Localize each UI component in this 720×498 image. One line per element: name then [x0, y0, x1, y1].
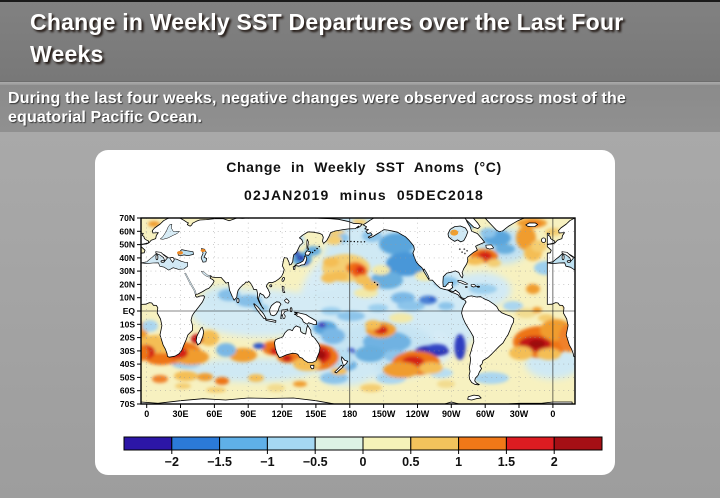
- svg-text:50S: 50S: [120, 372, 135, 382]
- svg-text:60W: 60W: [476, 409, 495, 419]
- svg-text:70N: 70N: [119, 214, 135, 223]
- svg-text:120E: 120E: [272, 409, 293, 419]
- svg-text:150E: 150E: [305, 409, 326, 419]
- svg-text:70S: 70S: [120, 399, 135, 409]
- svg-text:20N: 20N: [119, 279, 135, 289]
- svg-text:60N: 60N: [119, 226, 135, 236]
- svg-text:1: 1: [455, 455, 462, 469]
- svg-text:40N: 40N: [119, 253, 135, 263]
- svg-text:10S: 10S: [120, 319, 135, 329]
- svg-text:30W: 30W: [510, 409, 529, 419]
- svg-text:30N: 30N: [119, 266, 135, 276]
- svg-text:0: 0: [360, 455, 367, 469]
- svg-text:2: 2: [551, 455, 558, 469]
- svg-text:60S: 60S: [120, 386, 135, 396]
- svg-text:0: 0: [144, 409, 149, 419]
- svg-text:60E: 60E: [206, 409, 222, 419]
- svg-text:0.5: 0.5: [402, 455, 419, 469]
- svg-text:EQ: EQ: [123, 306, 136, 316]
- svg-text:50N: 50N: [119, 240, 135, 250]
- svg-text:40S: 40S: [120, 359, 135, 369]
- svg-text:30S: 30S: [120, 346, 135, 356]
- svg-text:120W: 120W: [406, 409, 430, 419]
- svg-text:90E: 90E: [240, 409, 256, 419]
- svg-text:−1.5: −1.5: [207, 455, 232, 469]
- svg-text:90W: 90W: [442, 409, 461, 419]
- svg-text:180: 180: [342, 409, 357, 419]
- svg-text:−1: −1: [260, 455, 274, 469]
- svg-text:10N: 10N: [119, 293, 135, 303]
- svg-text:0: 0: [550, 409, 555, 419]
- svg-text:30E: 30E: [172, 409, 188, 419]
- svg-text:20S: 20S: [120, 333, 135, 343]
- svg-text:−0.5: −0.5: [303, 455, 328, 469]
- svg-text:−2: −2: [165, 455, 179, 469]
- svg-text:1.5: 1.5: [498, 455, 515, 469]
- svg-text:150W: 150W: [372, 409, 396, 419]
